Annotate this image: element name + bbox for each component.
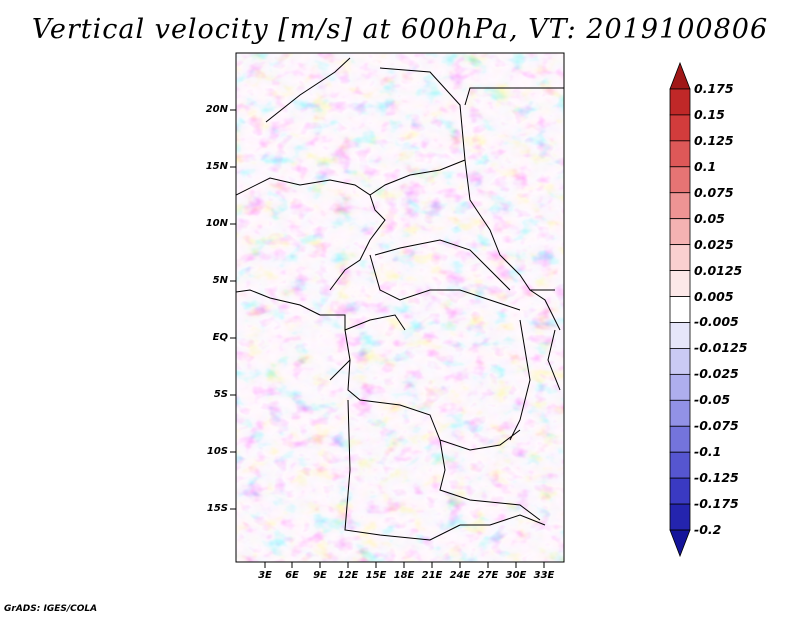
colorbar-segment (669, 399, 691, 427)
colorbar-label: -0.2 (694, 522, 722, 538)
x-label-18e: 18E (393, 570, 415, 581)
colorbar-label: -0.025 (694, 366, 739, 382)
axis-ticks (230, 109, 545, 568)
x-label-27e: 27E (477, 570, 499, 581)
y-label-15s: 15S (206, 503, 228, 514)
colorbar-segment (669, 61, 691, 90)
colorbar-segment (669, 88, 691, 116)
colorbar-segment (669, 477, 691, 505)
grads-credit: GrADS: IGES/COLA (4, 604, 98, 614)
colorbar-segment (669, 503, 691, 531)
colorbar-label: -0.125 (694, 470, 739, 486)
colorbar-segment (669, 425, 691, 453)
country-borders (236, 57, 564, 541)
x-label-30e: 30E (505, 570, 527, 581)
colorbar-segment (669, 244, 691, 271)
y-label-10s: 10S (206, 446, 228, 457)
x-label-24e: 24E (449, 570, 471, 581)
colorbar-segment (669, 140, 691, 168)
y-label-5s: 5S (213, 389, 228, 400)
y-label-eq: EQ (212, 332, 228, 343)
colorbar-label: -0.075 (694, 418, 739, 434)
colorbar-segment (669, 218, 691, 246)
y-label-5n: 5N (212, 275, 228, 286)
x-label-33e: 33E (533, 570, 555, 581)
colorbar-segment (669, 166, 691, 194)
colorbar-segment (669, 529, 691, 558)
y-label-10n: 10N (205, 218, 228, 229)
colorbar-label: 0.1 (694, 158, 717, 174)
x-label-15e: 15E (365, 570, 387, 581)
colorbar-segment (669, 373, 691, 401)
colorbar-label: 0.05 (694, 210, 725, 226)
x-label-6e: 6E (285, 570, 299, 581)
colorbar-label: 0.025 (694, 236, 734, 252)
colorbar-segment (669, 114, 691, 142)
colorbar-label: 0.0125 (694, 262, 743, 278)
x-label-9e: 9E (313, 570, 327, 581)
colorbar-label: -0.005 (694, 314, 739, 330)
colorbar-label: -0.05 (694, 392, 731, 408)
colorbar-segment (669, 348, 691, 375)
colorbar-label: 0.005 (694, 288, 734, 304)
colorbar-segment (669, 451, 691, 479)
colorbar (669, 61, 691, 558)
map-frame (235, 52, 565, 563)
velocity-field (236, 53, 564, 562)
colorbar-label: 0.125 (694, 132, 734, 148)
map-title: Vertical velocity [m/s] at 600hPa, VT: 2… (31, 14, 769, 45)
colorbar-label: 0.075 (694, 184, 734, 200)
colorbar-segment (669, 322, 691, 349)
y-label-20n: 20N (205, 104, 228, 115)
x-label-21e: 21E (421, 570, 443, 581)
colorbar-label: 0.175 (694, 80, 734, 96)
colorbar-label: -0.175 (694, 496, 739, 512)
x-label-3e: 3E (258, 570, 272, 581)
colorbar-segment (669, 270, 691, 297)
colorbar-label: -0.0125 (694, 340, 748, 356)
colorbar-segment (669, 192, 691, 220)
colorbar-segment (669, 296, 691, 323)
y-label-15n: 15N (205, 161, 228, 172)
x-label-12e: 12E (337, 570, 359, 581)
colorbar-label: -0.1 (694, 444, 722, 460)
colorbar-label: 0.15 (694, 106, 725, 122)
